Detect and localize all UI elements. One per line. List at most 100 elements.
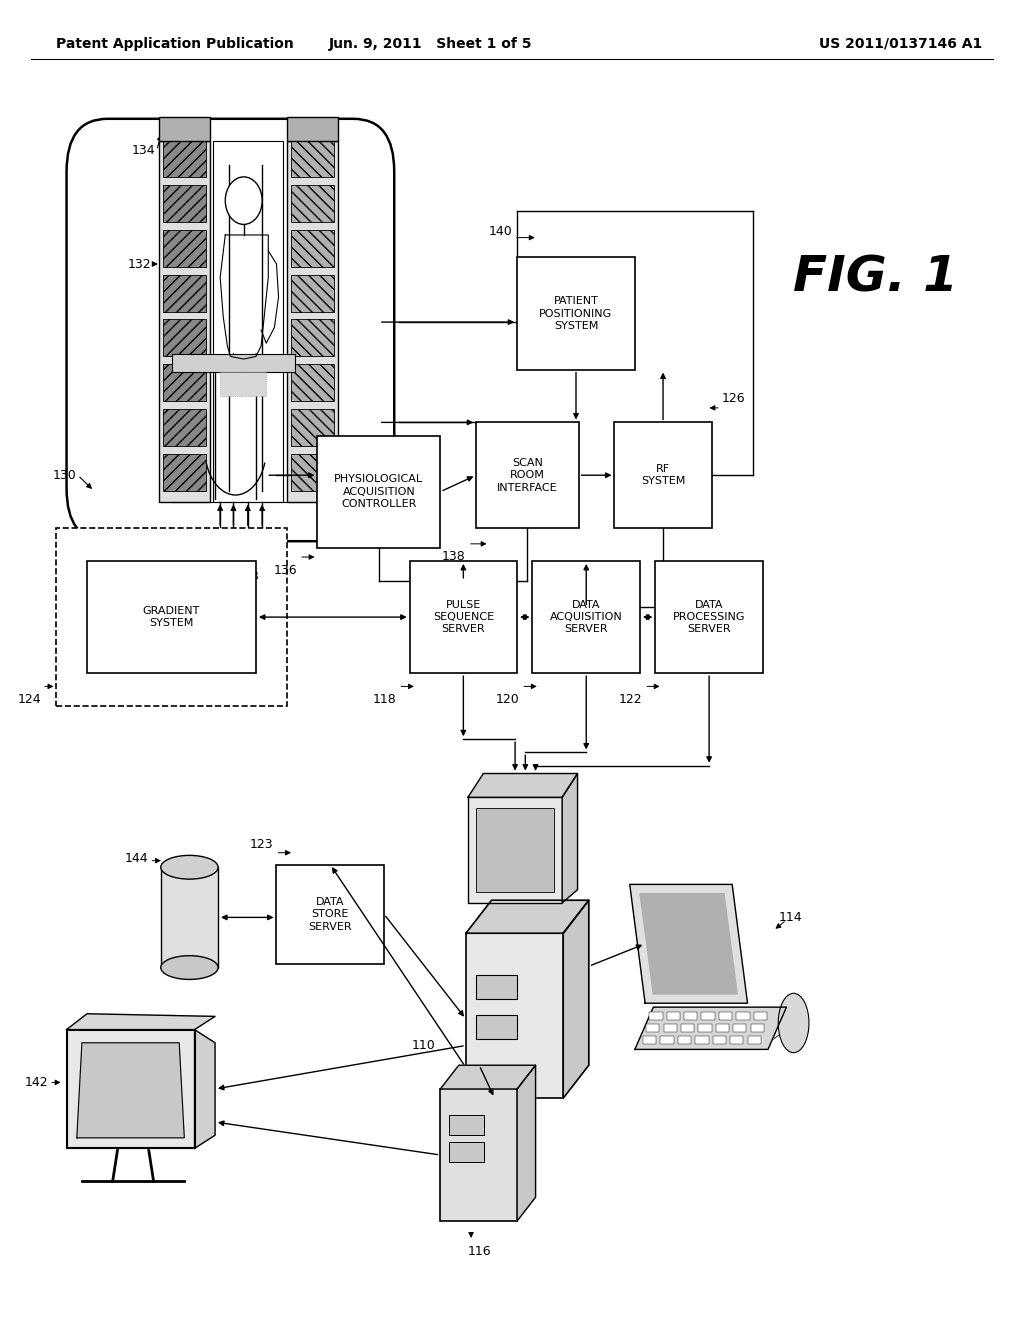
FancyBboxPatch shape [56, 528, 287, 706]
FancyBboxPatch shape [730, 1036, 743, 1044]
FancyBboxPatch shape [163, 319, 206, 356]
FancyBboxPatch shape [291, 319, 334, 356]
FancyBboxPatch shape [476, 808, 554, 892]
Text: PHYSIOLOGICAL
ACQUISITION
CONTROLLER: PHYSIOLOGICAL ACQUISITION CONTROLLER [334, 474, 424, 510]
FancyBboxPatch shape [220, 372, 266, 396]
Text: SCAN
ROOM
INTERFACE: SCAN ROOM INTERFACE [497, 458, 558, 492]
FancyBboxPatch shape [476, 422, 579, 528]
FancyBboxPatch shape [87, 561, 256, 673]
FancyBboxPatch shape [754, 1012, 767, 1020]
Polygon shape [77, 1043, 184, 1138]
FancyBboxPatch shape [713, 1036, 726, 1044]
Text: DATA
ACQUISITION
SERVER: DATA ACQUISITION SERVER [550, 599, 623, 635]
FancyBboxPatch shape [476, 1015, 517, 1039]
FancyBboxPatch shape [276, 865, 384, 964]
FancyBboxPatch shape [410, 561, 517, 673]
FancyBboxPatch shape [517, 257, 635, 370]
FancyBboxPatch shape [163, 140, 206, 177]
Text: 122: 122 [618, 693, 642, 706]
Ellipse shape [161, 855, 218, 879]
FancyBboxPatch shape [291, 140, 334, 177]
Text: 120: 120 [496, 693, 519, 706]
FancyBboxPatch shape [291, 364, 334, 401]
Text: RF
SYSTEM: RF SYSTEM [641, 465, 685, 486]
Polygon shape [563, 900, 589, 1098]
FancyBboxPatch shape [751, 1024, 764, 1032]
Ellipse shape [778, 994, 809, 1053]
FancyBboxPatch shape [655, 561, 763, 673]
FancyBboxPatch shape [449, 1115, 484, 1135]
FancyBboxPatch shape [317, 436, 440, 548]
Polygon shape [640, 894, 737, 994]
Text: 138: 138 [442, 550, 466, 564]
FancyBboxPatch shape [163, 454, 206, 491]
FancyBboxPatch shape [163, 364, 206, 401]
FancyBboxPatch shape [614, 422, 712, 528]
Polygon shape [630, 884, 748, 1003]
Text: 130: 130 [53, 469, 77, 482]
FancyBboxPatch shape [163, 230, 206, 267]
FancyBboxPatch shape [291, 185, 334, 222]
FancyBboxPatch shape [449, 1142, 484, 1162]
FancyBboxPatch shape [67, 119, 394, 541]
FancyBboxPatch shape [716, 1024, 729, 1032]
FancyBboxPatch shape [701, 1012, 715, 1020]
FancyBboxPatch shape [649, 1012, 663, 1020]
Text: GRADIENT
SYSTEM: GRADIENT SYSTEM [142, 606, 201, 628]
Polygon shape [67, 1030, 195, 1148]
Text: Jun. 9, 2011   Sheet 1 of 5: Jun. 9, 2011 Sheet 1 of 5 [329, 37, 531, 50]
FancyBboxPatch shape [684, 1012, 697, 1020]
Polygon shape [468, 774, 578, 797]
Text: 123: 123 [250, 838, 273, 851]
Text: 132: 132 [128, 257, 152, 271]
Text: DATA
STORE
SERVER: DATA STORE SERVER [308, 896, 352, 932]
Text: FIG. 1: FIG. 1 [793, 253, 958, 301]
Text: 142: 142 [25, 1076, 48, 1089]
FancyBboxPatch shape [163, 185, 206, 222]
Text: 112: 112 [495, 1122, 519, 1135]
Polygon shape [517, 1065, 536, 1221]
Ellipse shape [161, 956, 218, 979]
FancyBboxPatch shape [748, 1036, 761, 1044]
Text: PULSE
SEQUENCE
SERVER: PULSE SEQUENCE SERVER [433, 599, 494, 635]
FancyBboxPatch shape [172, 354, 295, 372]
Circle shape [225, 177, 262, 224]
Polygon shape [635, 1007, 786, 1049]
Text: 110: 110 [412, 1039, 435, 1052]
FancyBboxPatch shape [698, 1024, 712, 1032]
FancyBboxPatch shape [440, 1089, 517, 1221]
FancyBboxPatch shape [476, 975, 517, 999]
FancyBboxPatch shape [646, 1024, 659, 1032]
FancyBboxPatch shape [163, 409, 206, 446]
FancyBboxPatch shape [736, 1012, 750, 1020]
FancyBboxPatch shape [213, 141, 283, 502]
FancyBboxPatch shape [643, 1036, 656, 1044]
Text: PATIENT
POSITIONING
SYSTEM: PATIENT POSITIONING SYSTEM [540, 296, 612, 331]
FancyBboxPatch shape [163, 275, 206, 312]
FancyBboxPatch shape [159, 141, 210, 502]
FancyBboxPatch shape [532, 561, 640, 673]
FancyBboxPatch shape [733, 1024, 746, 1032]
Text: 118: 118 [373, 693, 396, 706]
Text: 124: 124 [17, 693, 41, 706]
Text: DATA
PROCESSING
SERVER: DATA PROCESSING SERVER [673, 599, 745, 635]
FancyBboxPatch shape [291, 409, 334, 446]
FancyBboxPatch shape [678, 1036, 691, 1044]
Text: 136: 136 [273, 564, 297, 577]
Polygon shape [195, 1030, 215, 1148]
Text: 114: 114 [778, 911, 802, 924]
Text: 140: 140 [488, 224, 512, 238]
FancyBboxPatch shape [695, 1036, 709, 1044]
FancyBboxPatch shape [291, 230, 334, 267]
FancyBboxPatch shape [161, 867, 218, 968]
FancyBboxPatch shape [291, 275, 334, 312]
FancyBboxPatch shape [719, 1012, 732, 1020]
Text: Patent Application Publication: Patent Application Publication [56, 37, 294, 50]
Polygon shape [562, 774, 578, 903]
FancyBboxPatch shape [291, 454, 334, 491]
Text: 144: 144 [125, 851, 148, 865]
Polygon shape [466, 900, 589, 933]
Text: 126: 126 [722, 392, 745, 405]
FancyBboxPatch shape [667, 1012, 680, 1020]
FancyBboxPatch shape [287, 141, 338, 502]
